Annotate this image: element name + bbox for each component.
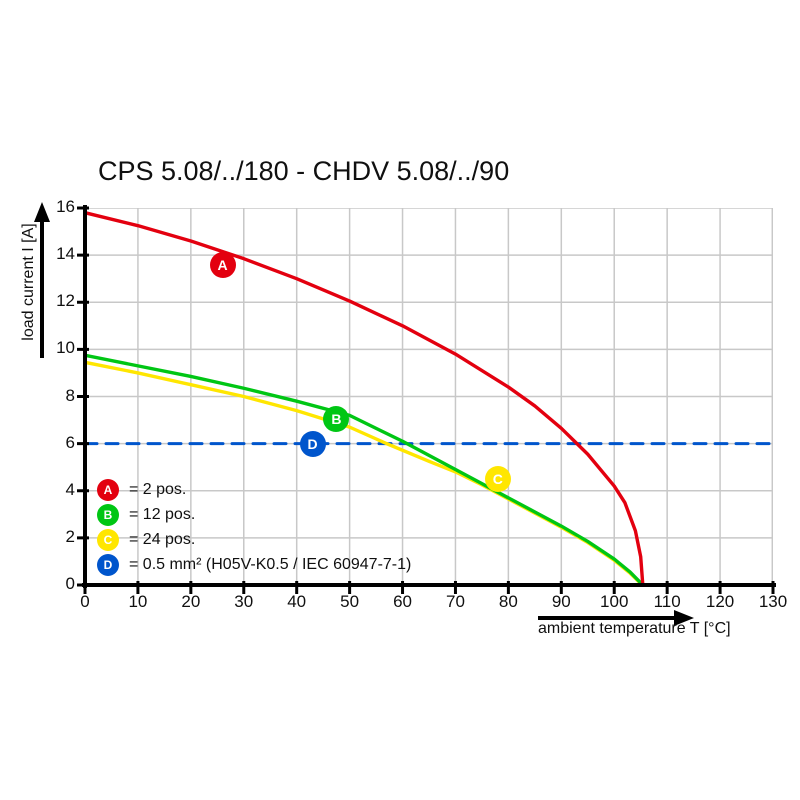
x-tick-50: 50 <box>340 592 360 611</box>
legend-label-b: = 12 pos. <box>129 505 196 523</box>
plot-area <box>85 208 773 585</box>
y-tick-0: 0 <box>65 574 75 593</box>
x-tick-80: 80 <box>498 592 518 611</box>
y-tick-8: 8 <box>65 385 75 405</box>
x-tick-120: 120 <box>705 592 735 611</box>
y-tick-10: 10 <box>56 338 75 358</box>
y-tick-6: 6 <box>65 432 75 452</box>
x-axis-arrow-icon <box>538 610 694 626</box>
legend-label-d: = 0.5 mm² (H05V-K0.5 / IEC 60947-7-1) <box>129 555 412 573</box>
legend-item-c: C = 24 pos. <box>97 527 411 552</box>
legend-item-d: D = 0.5 mm² (H05V-K0.5 / IEC 60947-7-1) <box>97 552 411 577</box>
y-tick-2: 2 <box>65 526 75 546</box>
curves-layer <box>85 211 773 585</box>
x-tick-110: 110 <box>653 592 681 611</box>
x-tick-40: 40 <box>287 592 307 611</box>
x-axis-label: ambient temperature T [°C] <box>538 620 731 637</box>
legend-label-c: = 24 pos. <box>129 530 196 548</box>
curve-marker-d: D <box>299 430 326 457</box>
legend-badge-b-icon: B <box>97 503 119 526</box>
curve-marker-a: A <box>209 251 236 278</box>
y-axis-arrow-icon <box>34 202 50 358</box>
curve-marker-b: B <box>323 405 350 432</box>
x-tick-0: 0 <box>80 592 90 611</box>
legend-badge-d-icon: D <box>97 553 119 576</box>
legend: A = 2 pos. B = 12 pos. C = 24 pos. D = 0.5 mm² … <box>97 477 411 577</box>
y-tick-4: 4 <box>65 479 75 499</box>
curve-marker-c: C <box>484 465 511 492</box>
x-tick-10: 10 <box>128 592 148 611</box>
legend-label-a: = 2 pos. <box>129 480 187 498</box>
legend-item-b: B = 12 pos. <box>97 502 411 527</box>
x-tick-90: 90 <box>551 592 571 611</box>
chart-title: CPS 5.08/../180 - CHDV 5.08/../90 <box>98 156 510 186</box>
x-tick-130: 130 <box>758 592 788 611</box>
y-tick-12: 12 <box>56 291 75 311</box>
legend-badge-c-icon: C <box>97 528 119 551</box>
y-tick-14: 14 <box>56 244 75 264</box>
x-tick-70: 70 <box>445 592 465 611</box>
x-tick-20: 20 <box>181 592 201 611</box>
y-tick-16: 16 <box>56 197 75 216</box>
legend-badge-a-icon: A <box>97 478 119 501</box>
x-tick-30: 30 <box>234 592 254 611</box>
x-tick-100: 100 <box>600 592 629 611</box>
x-tick-60: 60 <box>393 592 412 611</box>
legend-item-a: A = 2 pos. <box>97 477 411 502</box>
